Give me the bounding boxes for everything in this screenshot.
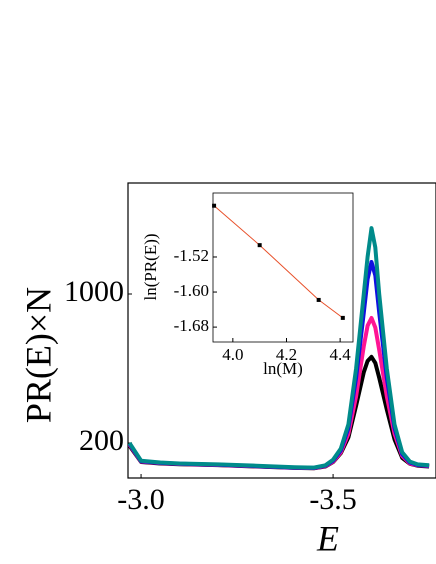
y-tick-label: 200 bbox=[79, 424, 124, 457]
series-line bbox=[127, 226, 430, 470]
x-tick-label: 4.4 bbox=[330, 345, 352, 364]
y-tick-label: -1.60 bbox=[174, 281, 209, 300]
series-line bbox=[213, 205, 344, 319]
y-tick-label: 1000 bbox=[64, 275, 124, 308]
point-marker bbox=[212, 203, 217, 208]
x-tick-label: -3.0 bbox=[117, 483, 165, 516]
x-tick-label: 4.0 bbox=[222, 345, 243, 364]
point-marker bbox=[340, 315, 345, 320]
point-marker bbox=[257, 243, 262, 248]
inset-frame bbox=[212, 192, 354, 343]
y-axis-label: PR(E)×N bbox=[18, 287, 58, 423]
x-axis-label: E bbox=[316, 518, 339, 558]
point-marker bbox=[316, 297, 321, 302]
inset-y-label: ln(PR(E)) bbox=[141, 233, 160, 300]
x-tick-label: -3.5 bbox=[309, 483, 357, 516]
y-tick-label: -1.52 bbox=[174, 246, 209, 265]
x-tick-label: 4.2 bbox=[276, 345, 297, 364]
inset-x-label: ln(M) bbox=[263, 359, 303, 378]
y-tick-label: -1.68 bbox=[174, 316, 209, 335]
